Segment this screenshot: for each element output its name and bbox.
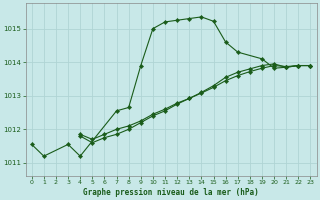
X-axis label: Graphe pression niveau de la mer (hPa): Graphe pression niveau de la mer (hPa) (83, 188, 259, 197)
